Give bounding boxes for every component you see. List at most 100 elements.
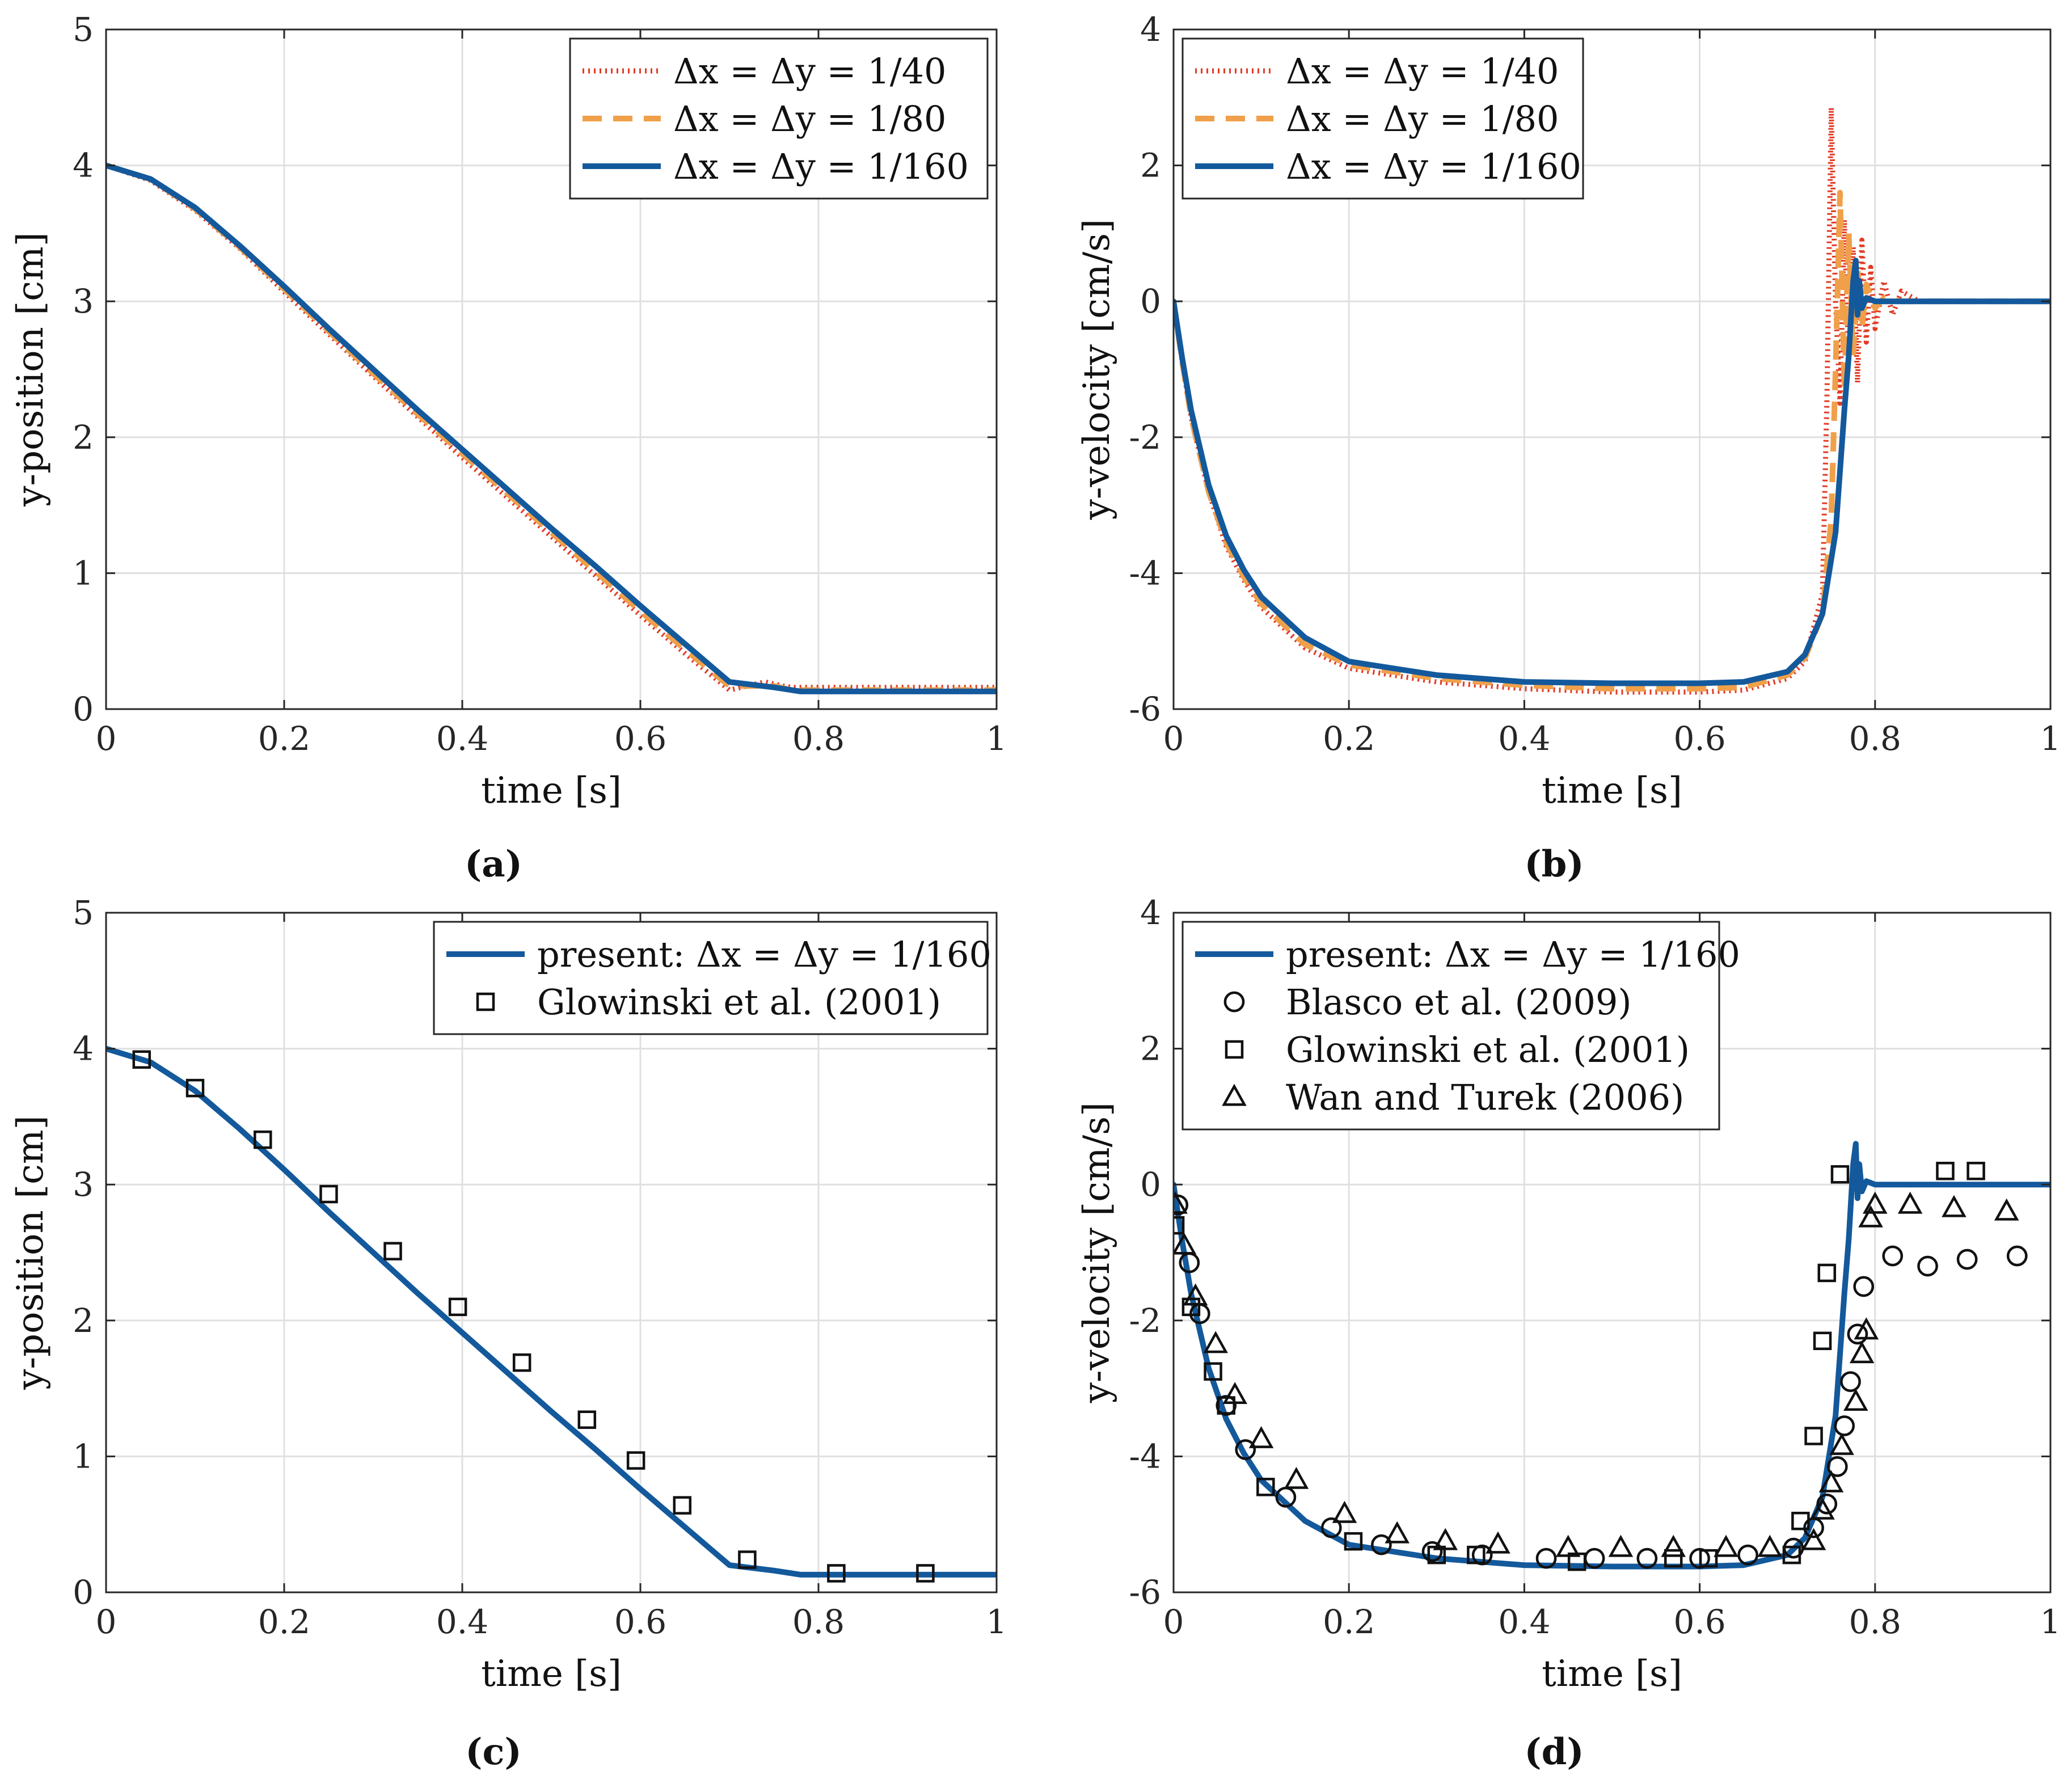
panel-c: 0 0.2 0.4 0.6 0.8 1 0 1 2 3 4 5 time [s] y-position [… [10,893,1007,1773]
circle-marker [1840,1371,1861,1392]
circle-marker [1636,1548,1658,1569]
y-tick-label: 1 [73,554,94,592]
circle-marker [1737,1544,1758,1566]
square-marker [254,1130,272,1149]
axes-frame [105,28,998,710]
square-marker [1804,1427,1823,1445]
triangle-marker [1863,1191,1888,1214]
legend-entry: Δx = Δy = 1/40 [1286,50,1559,92]
circle-marker [1917,1255,1938,1277]
triangle-marker [1248,1426,1274,1448]
square-marker [1256,1478,1275,1496]
legend-entry: Wan and Turek (2006) [1286,1077,1684,1118]
y-tick-label: 5 [73,10,94,49]
x-tick-label: 0.8 [792,1603,845,1641]
y-axis-label: y-position [cm] [10,232,52,507]
circle-marker [1421,1541,1443,1562]
axes-frame [1172,28,2052,710]
y-tick-label: 3 [73,282,94,321]
x-tick-label: 0 [1163,1603,1184,1641]
series-2-markers [132,1050,935,1583]
triangle-marker [1486,1531,1510,1554]
legend-entry: Δx = Δy = 1/160 [673,146,969,187]
circle-marker [1853,1276,1875,1297]
series-1-line [106,1045,997,1578]
triangle-marker [1854,1317,1879,1340]
legend-entry: Δx = Δy = 1/80 [673,98,947,140]
square-marker [577,1410,597,1429]
triangle-marker [1858,1205,1883,1228]
circle-marker [1956,1249,1978,1270]
square-marker [827,1564,846,1583]
square-marker [319,1184,338,1204]
square-marker [1217,1396,1236,1415]
legend: Δx = Δy = 1/40 Δx = Δy = 1/80 Δx = Δy = 1/… [1181,37,1584,200]
triangle-marker [1942,1195,1966,1217]
square-marker [1174,1216,1185,1235]
triangle-marker [1897,1191,1923,1214]
panel-label: (d) [1524,1731,1584,1773]
square-marker [1966,1161,1985,1180]
series-group [1174,105,2050,695]
y-tick-label: -6 [1129,690,1162,728]
x-tick-label: 0 [96,1603,117,1641]
series-3-markers [1174,1161,1985,1571]
y-tick-label: 0 [73,1573,94,1612]
triangle-marker [1174,1232,1197,1255]
panel-a: 0 0.2 0.4 0.6 0.8 1 0 1 2 3 4 5 time [s] y-position [… [10,10,1007,886]
circle-marker [1847,1323,1868,1345]
legend: present: Δx = Δy = 1/160 Glowinski et al.… [433,921,991,1035]
legend-entry: Glowinski et al. (2001) [1286,1029,1690,1070]
series-3-line [1174,258,2050,686]
triangle-marker [1222,1382,1248,1405]
y-tick-label: 4 [1140,10,1161,49]
x-axis-label: time [s] [481,770,622,812]
legend-box [1181,37,1584,200]
x-tick-label: 0.8 [1849,719,1901,758]
triangle-marker [1174,1191,1188,1214]
legend-entry: present: Δx = Δy = 1/160 [1286,934,1740,975]
square-marker [1817,1263,1837,1283]
x-tick-label: 0 [96,719,117,758]
y-tick-label: 2 [1140,1030,1161,1068]
series-group [106,1045,997,1583]
panel-label: (c) [465,1731,522,1773]
y-tick-label: 2 [73,418,94,457]
square-marker [185,1078,205,1098]
series-group [1174,1141,2050,1571]
triangle-marker [1433,1528,1458,1550]
x-tick-label: 0.6 [614,1603,666,1641]
square-marker [512,1353,531,1372]
triangle-marker [1385,1521,1410,1544]
x-tick-label: 1 [2040,1603,2061,1641]
square-marker [673,1496,692,1515]
x-axis-label: time [s] [481,1653,622,1695]
y-axis-label: y-position [cm] [10,1115,52,1390]
x-tick-label: 0.2 [258,719,310,758]
x-tick-label: 0.6 [1673,1603,1725,1641]
x-tick-label: 0.2 [258,1603,310,1641]
x-tick-label: 0.6 [614,719,666,758]
y-tick-label: 5 [73,893,94,932]
circle-marker [1535,1548,1557,1569]
axes-frame [105,912,998,1593]
square-marker [383,1242,402,1260]
x-tick-label: 1 [2040,719,2061,758]
panel-d: 0 0.2 0.4 0.6 0.8 1 -6 -4 -2 0 2 4 time [s] y-velocit… [1076,893,2061,1773]
circle-marker [2006,1245,2028,1267]
series-4-markers [1174,1191,2019,1557]
circle-marker [1834,1415,1855,1436]
square-marker [1830,1165,1850,1184]
panel-label: (a) [465,843,522,886]
triangle-marker [1608,1534,1634,1557]
square-marker [1664,1549,1683,1568]
y-tick-label: 4 [1140,893,1161,932]
x-tick-label: 1 [986,719,1007,758]
legend-triangle-marker [1222,1083,1247,1106]
y-tick-label: -4 [1129,1437,1162,1475]
legend-box [433,921,989,1035]
series-3-line [106,162,997,694]
triangle-marker [1801,1528,1826,1550]
square-marker [1181,1297,1201,1317]
legend-entry: Glowinski et al. (2001) [537,981,941,1023]
